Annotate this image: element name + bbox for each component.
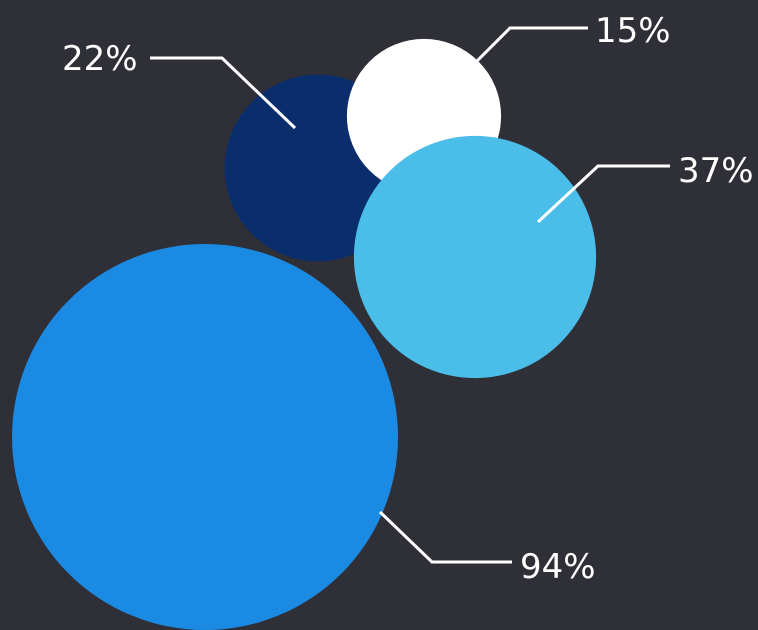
bubble-37 [353, 135, 597, 379]
data-label-94: 94% [520, 547, 596, 587]
leader-line-22 [150, 56, 297, 130]
leader-line-15 [438, 26, 588, 100]
leader-line-94 [378, 510, 512, 564]
data-label-22: 22% [62, 39, 138, 79]
data-label-37: 37% [678, 151, 754, 191]
bubble-94 [12, 244, 398, 630]
data-label-15: 15% [595, 11, 671, 51]
bubble-layer: 22% 15% 37% 94% [12, 11, 754, 630]
leader-line-37 [536, 164, 670, 224]
